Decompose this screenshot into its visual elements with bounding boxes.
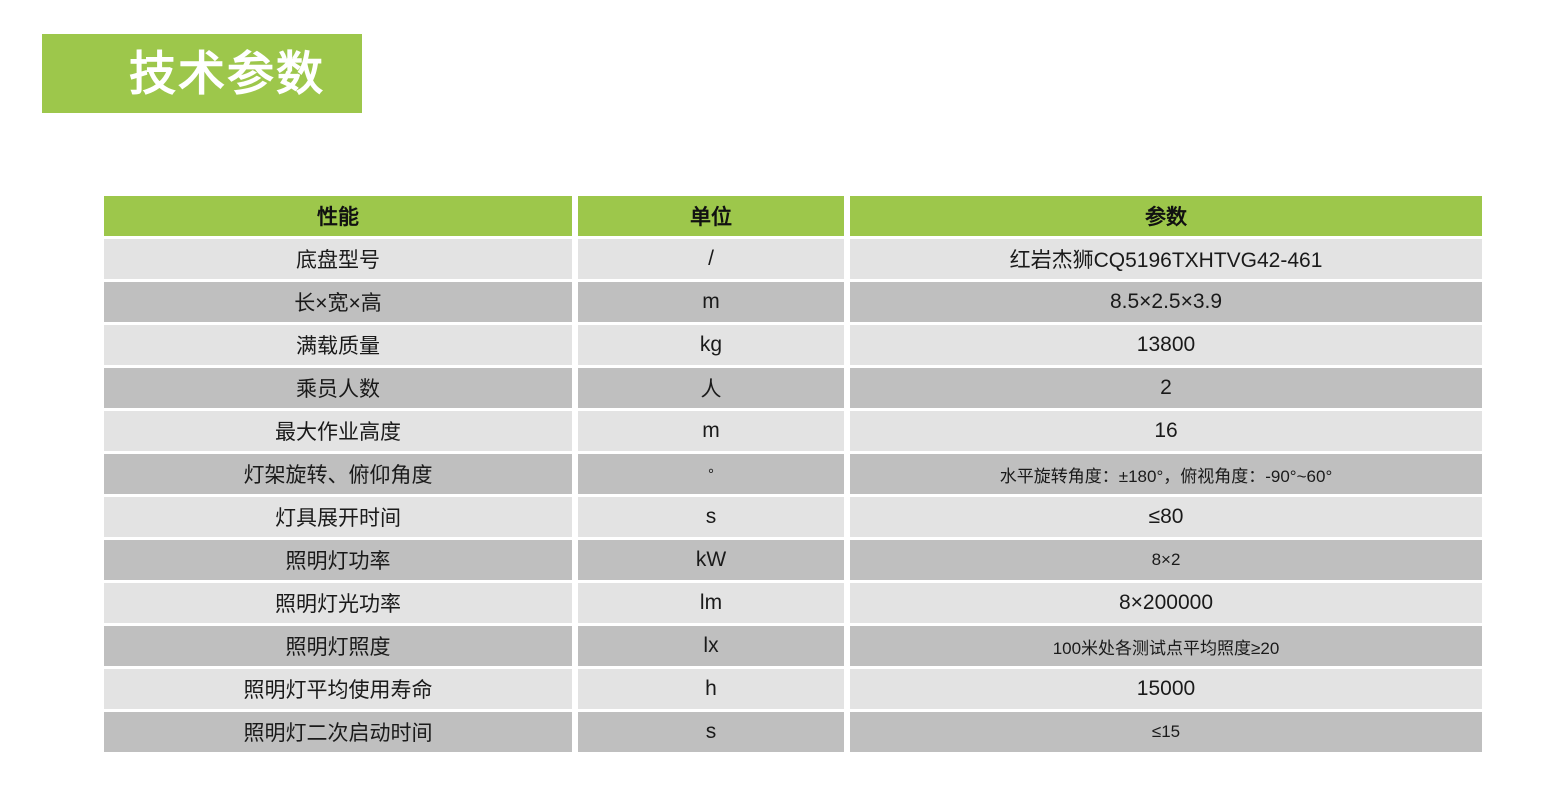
cell-parameter: ≤80 — [850, 497, 1482, 537]
cell-unit: h — [578, 669, 844, 709]
cell-unit: lx — [578, 626, 844, 666]
table-row: 照明灯二次启动时间 s ≤15 — [104, 712, 1482, 752]
table-row: 照明灯功率 kW 8×2 — [104, 540, 1482, 580]
cell-performance: 照明灯照度 — [104, 626, 572, 666]
table-row: 乘员人数 人 2 — [104, 368, 1482, 408]
cell-unit: 人 — [578, 368, 844, 408]
cell-performance: 照明灯平均使用寿命 — [104, 669, 572, 709]
specifications-table: 性能 单位 参数 底盘型号 / 红岩杰狮CQ5196TXHTVG42-461 长… — [104, 196, 1482, 752]
cell-performance: 乘员人数 — [104, 368, 572, 408]
cell-unit: kW — [578, 540, 844, 580]
cell-unit: m — [578, 282, 844, 322]
column-header-performance: 性能 — [104, 196, 572, 236]
cell-unit: m — [578, 411, 844, 451]
column-header-unit: 单位 — [578, 196, 844, 236]
cell-parameter: 8.5×2.5×3.9 — [850, 282, 1482, 322]
cell-unit: s — [578, 497, 844, 537]
table-header-row: 性能 单位 参数 — [104, 196, 1482, 236]
table-row: 长×宽×高 m 8.5×2.5×3.9 — [104, 282, 1482, 322]
table-row: 照明灯平均使用寿命 h 15000 — [104, 669, 1482, 709]
cell-parameter: 13800 — [850, 325, 1482, 365]
cell-performance: 底盘型号 — [104, 239, 572, 279]
cell-unit: ° — [578, 454, 844, 494]
table-row: 满载质量 kg 13800 — [104, 325, 1482, 365]
column-header-parameter: 参数 — [850, 196, 1482, 236]
cell-unit: kg — [578, 325, 844, 365]
cell-unit: / — [578, 239, 844, 279]
cell-parameter: 15000 — [850, 669, 1482, 709]
table-row: 灯架旋转、俯仰角度 ° 水平旋转角度：±180°，俯视角度：-90°~60° — [104, 454, 1482, 494]
cell-performance: 灯架旋转、俯仰角度 — [104, 454, 572, 494]
table-row: 灯具展开时间 s ≤80 — [104, 497, 1482, 537]
table-row: 底盘型号 / 红岩杰狮CQ5196TXHTVG42-461 — [104, 239, 1482, 279]
page-title: 技术参数 — [129, 47, 325, 100]
cell-parameter: 水平旋转角度：±180°，俯视角度：-90°~60° — [850, 454, 1482, 494]
cell-unit: lm — [578, 583, 844, 623]
table-row: 最大作业高度 m 16 — [104, 411, 1482, 451]
cell-performance: 灯具展开时间 — [104, 497, 572, 537]
table-row: 照明灯光功率 lm 8×200000 — [104, 583, 1482, 623]
cell-performance: 照明灯功率 — [104, 540, 572, 580]
cell-parameter: 100米处各测试点平均照度≥20 — [850, 626, 1482, 666]
cell-parameter: ≤15 — [850, 712, 1482, 752]
table-row: 照明灯照度 lx 100米处各测试点平均照度≥20 — [104, 626, 1482, 666]
section-title-banner: 技术参数 — [42, 34, 362, 113]
cell-performance: 照明灯二次启动时间 — [104, 712, 572, 752]
cell-parameter: 16 — [850, 411, 1482, 451]
cell-performance: 满载质量 — [104, 325, 572, 365]
cell-performance: 长×宽×高 — [104, 282, 572, 322]
cell-parameter: 2 — [850, 368, 1482, 408]
cell-performance: 最大作业高度 — [104, 411, 572, 451]
cell-parameter: 8×2 — [850, 540, 1482, 580]
cell-parameter: 红岩杰狮CQ5196TXHTVG42-461 — [850, 239, 1482, 279]
cell-parameter: 8×200000 — [850, 583, 1482, 623]
cell-unit: s — [578, 712, 844, 752]
cell-performance: 照明灯光功率 — [104, 583, 572, 623]
